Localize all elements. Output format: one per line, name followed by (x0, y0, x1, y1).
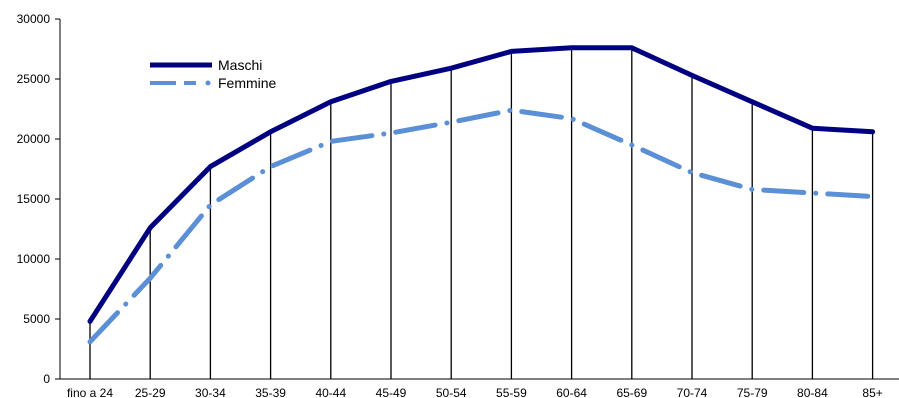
y-tick-label: 10000 (17, 252, 51, 266)
series-line-maschi (87, 45, 876, 324)
x-tick-label: 25-29 (135, 386, 166, 398)
x-tick-label: 35-39 (255, 386, 286, 398)
y-tick-label: 30000 (17, 12, 51, 26)
y-tick-label: 15000 (17, 192, 51, 206)
x-tick-label: 30-34 (195, 386, 226, 398)
y-tick-labels: 0 5000 10000 15000 20000 25000 30000 (17, 12, 60, 386)
x-tick-label: 60-64 (556, 386, 587, 398)
x-tick-label: 45-49 (376, 386, 407, 398)
x-tick-label: 55-59 (496, 386, 527, 398)
series-layer (87, 45, 876, 345)
legend-label-femmine: Femmine (218, 75, 277, 91)
x-tick-label: 65-69 (616, 386, 647, 398)
y-tick-label: 25000 (17, 72, 51, 86)
x-tick-label: 80-84 (797, 386, 828, 398)
legend: Maschi Femmine (150, 57, 277, 91)
y-tick-label: 0 (43, 372, 50, 386)
x-tick-label: fino a 24 (67, 386, 113, 398)
y-tick-label: 5000 (23, 312, 50, 326)
legend-swatch-femmine-dot (205, 80, 211, 86)
x-tick-label: 70-74 (677, 386, 708, 398)
x-tick-label: 40-44 (315, 386, 346, 398)
drop-lines (89, 47, 874, 379)
x-tick-label: 75-79 (737, 386, 768, 398)
legend-label-maschi: Maschi (218, 57, 262, 73)
x-tick-label: 50-54 (436, 386, 467, 398)
y-tick-label: 20000 (17, 132, 51, 146)
series-line-femmine (87, 107, 876, 345)
x-tick-labels: fino a 24 25-29 30-34 35-39 40-44 45-49 50-54 5… (67, 386, 883, 398)
x-tick-label: 85+ (862, 386, 882, 398)
